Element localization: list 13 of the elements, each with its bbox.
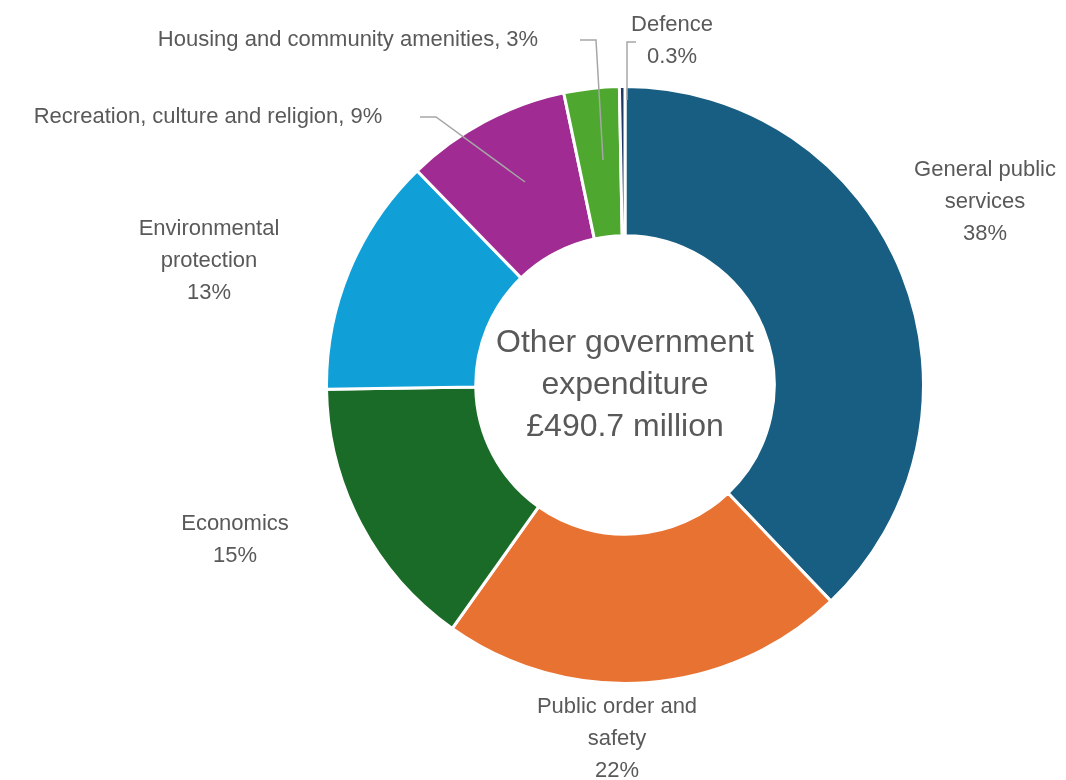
slice-label: Recreation, culture and religion, 9% <box>33 103 383 129</box>
slice-label: Housing and community amenities, 3% <box>157 26 539 52</box>
data-label: 38% <box>962 220 1008 246</box>
data-label: 15% <box>212 542 258 568</box>
data-label: 13% <box>186 279 232 305</box>
slice-label: Economics <box>181 510 289 536</box>
slice-label: General public services <box>914 156 1056 214</box>
slice-label: Public order and safety <box>536 693 698 751</box>
slice-label: Environmental protection <box>138 215 280 273</box>
text: Other government expenditure £490.7 million <box>496 322 755 443</box>
data-label: 0.3% <box>646 43 698 69</box>
slice-label: Defence <box>631 11 713 37</box>
data-label: 22% <box>594 757 640 780</box>
